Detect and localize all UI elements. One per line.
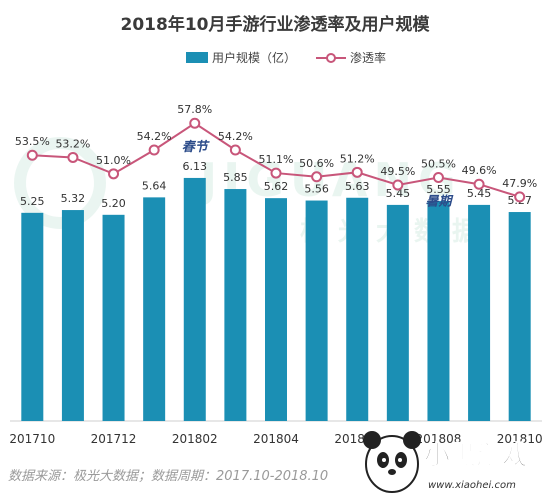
bars [21, 177, 531, 421]
rate-label-201801: 54.2% [137, 130, 172, 143]
rate-point-201711 [67, 151, 79, 163]
rate-point-201804 [270, 167, 282, 179]
rate-label-201810: 47.9% [502, 177, 537, 190]
rate-label-201808: 50.5% [421, 158, 456, 171]
rate-point-201710 [26, 149, 38, 161]
legend-bar-swatch [186, 52, 208, 63]
rate-point-201712 [108, 168, 120, 180]
rate-label-201710: 53.5% [15, 135, 50, 148]
rate-label-201806: 51.2% [340, 152, 375, 165]
bar-201807 [386, 204, 409, 421]
source-note: 数据来源：极光大数据；数据周期：2017.10-2018.10 [8, 469, 329, 484]
x-tick-201804: 201804 [253, 432, 299, 446]
bar-label-201808: 5.55 [426, 183, 451, 196]
annotation-201802: 春节 [182, 139, 210, 155]
legend-line-label: 渗透率 [350, 50, 386, 65]
x-tick-201808: 201808 [416, 432, 462, 446]
rate-point-201810 [514, 191, 526, 203]
bar-201802 [183, 177, 206, 421]
bar-201804 [265, 198, 287, 421]
bar-201810 [508, 212, 531, 421]
rate-point-201805 [311, 171, 323, 183]
bar-label-201803: 5.85 [223, 171, 248, 184]
bar-label-201801: 5.64 [142, 179, 167, 192]
rate-label-201807: 49.5% [380, 165, 415, 178]
bar-label-201802: 6.13 [183, 160, 208, 173]
panda-icon [363, 431, 421, 493]
rate-point-201801 [148, 144, 160, 156]
rate-point-201803 [229, 144, 241, 156]
x-tick-201810: 201810 [497, 432, 543, 446]
legend-bar-label: 用户规模（亿） [212, 50, 296, 65]
legend: 用户规模（亿） 渗透率 [186, 50, 386, 65]
bar-label-201807: 5.45 [386, 187, 411, 200]
rate-label-201711: 53.2% [55, 137, 90, 150]
bar-label-201809: 5.45 [467, 187, 492, 200]
rate-label-201804: 51.1% [259, 153, 294, 166]
corner-logo-title: 小黑游戏 [424, 441, 528, 471]
annotation-201808: 暑期 [425, 194, 453, 210]
bar-201808 [427, 200, 450, 421]
corner-logo: 小黑游戏 www.xiaohei.com [363, 431, 529, 493]
rate-point-201806 [351, 166, 363, 178]
watermark: JIGUANG 极光大数据 [14, 137, 478, 247]
rate-label-201809: 49.6% [462, 164, 497, 177]
bar-201801 [143, 197, 166, 421]
bar-201711 [61, 210, 84, 421]
rate-labels: 53.5% 53.2% 51.0% 54.2% 57.8% 54.2% 51.1% 50.6%… [15, 103, 537, 190]
bar-label-201806: 5.63 [345, 180, 370, 193]
x-tick-201802: 201802 [172, 432, 218, 446]
rate-label-201802: 57.8% [177, 103, 212, 116]
bar-201712 [102, 214, 125, 421]
bar-201710 [21, 212, 44, 421]
bar-201809 [468, 204, 491, 421]
bar-label-201712: 5.20 [101, 197, 126, 210]
bar-label-201711: 5.32 [61, 192, 86, 205]
legend-line-marker [326, 53, 336, 63]
x-tick-201710: 201710 [9, 432, 55, 446]
rate-point-201808 [432, 172, 444, 184]
bar-label-201710: 5.25 [20, 195, 45, 208]
bar-201806 [346, 197, 369, 421]
bar-label-201804: 5.62 [264, 180, 289, 193]
bar-label-201805: 5.56 [304, 183, 329, 196]
rate-label-201803: 54.2% [218, 130, 253, 143]
rate-point-201802 [189, 117, 201, 129]
x-tick-201712: 201712 [91, 432, 137, 446]
bar-201803 [224, 189, 247, 421]
rate-point-201807 [392, 179, 404, 191]
bar-labels: 5.25 5.32 5.20 5.64 6.13 5.85 5.62 5.56 5.63 5.45… [20, 160, 532, 210]
corner-logo-url: www.xiaohei.com [428, 480, 516, 491]
chart-title: 2018年10月手游行业渗透率及用户规模 [120, 15, 430, 35]
rate-line [26, 117, 526, 203]
rate-point-201809 [473, 178, 485, 190]
rate-label-201712: 51.0% [96, 154, 131, 167]
rate-label-201805: 50.6% [299, 157, 334, 170]
bar-201805 [305, 200, 328, 421]
